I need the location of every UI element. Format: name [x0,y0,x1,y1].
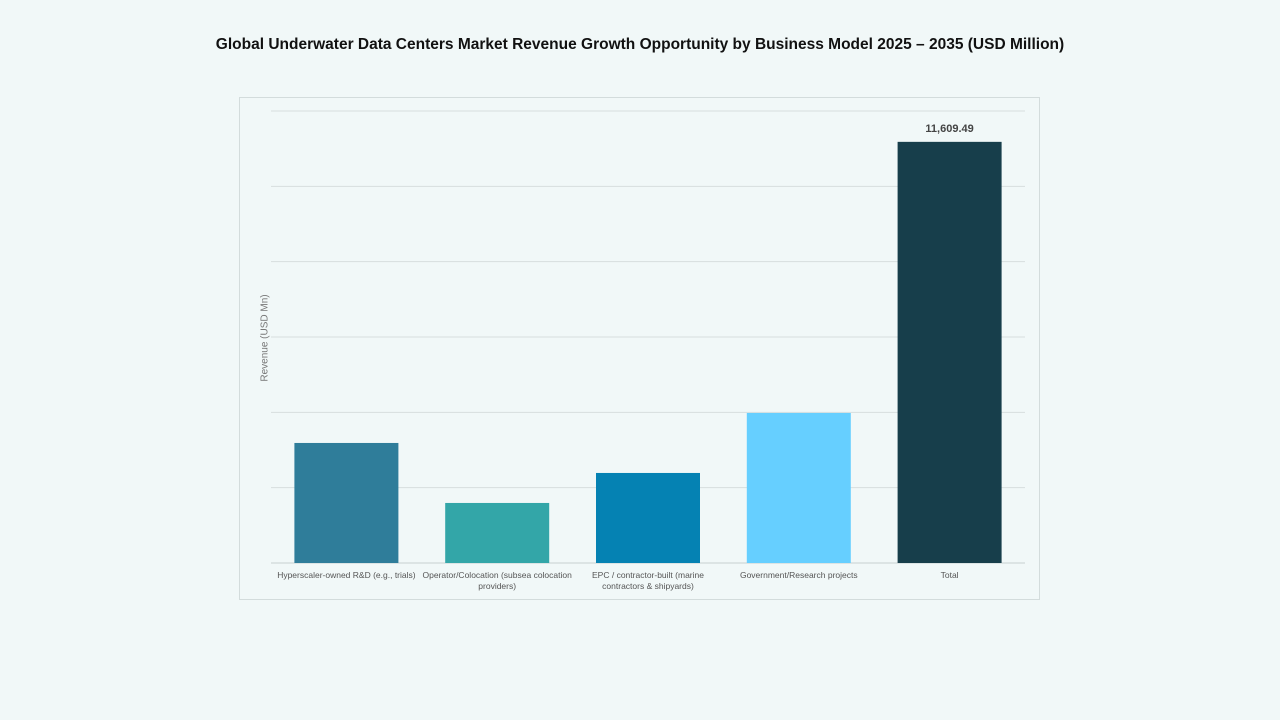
x-tick-label: Hyperscaler-owned R&D (e.g., trials) [277,570,416,580]
data-label: 11,609.49 [925,123,973,135]
bar [746,412,851,563]
chart-frame [239,97,1040,600]
bar [294,442,399,563]
x-tick-label: Total [940,570,959,580]
bar [897,141,1002,564]
x-tick-label: Government/Research projects [739,570,858,580]
chart-title: Global Underwater Data Centers Market Re… [215,36,1065,53]
y-axis-label: Revenue (USD Mn) [259,294,271,382]
x-tick-label: Operator/Colocation (subsea colocation p… [422,570,572,591]
x-tick-label: EPC / contractor-built (marine contracto… [592,570,704,591]
bar [445,502,550,563]
bar [596,472,700,563]
